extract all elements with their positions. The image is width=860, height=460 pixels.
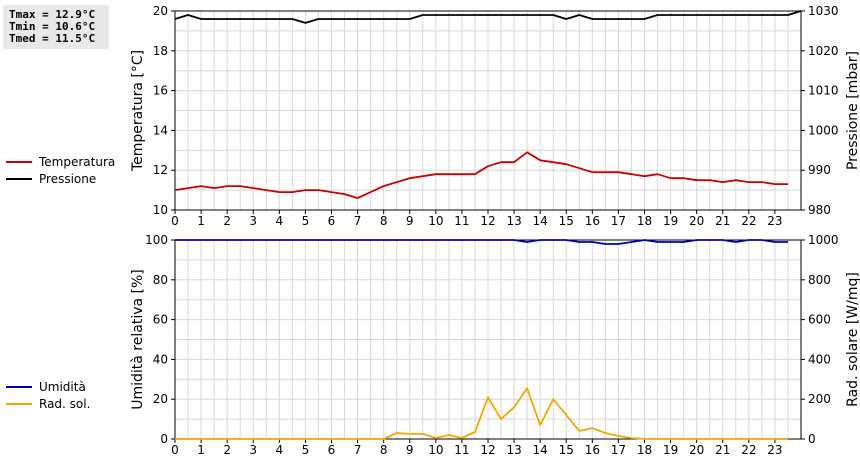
y-axis-label: Temperatura [°C]: [130, 50, 146, 172]
x-tick-label: 13: [506, 443, 521, 457]
x-tick-label: 20: [689, 443, 704, 457]
x-tick-label: 13: [506, 214, 521, 228]
x-tick-label: 10: [428, 214, 443, 228]
legend-label-umidita: Umidità: [39, 379, 86, 394]
x-tick-label: 16: [585, 443, 600, 457]
y-tick-label: 20: [153, 4, 168, 18]
y2-tick-label: 600: [808, 313, 831, 327]
x-tick-label: 18: [637, 214, 652, 228]
x-tick-label: 8: [380, 443, 388, 457]
x-tick-label: 9: [406, 443, 414, 457]
tmax-text: Tmax = 12.9°C: [9, 8, 96, 21]
y2-tick-label: 800: [808, 273, 831, 287]
x-tick-label: 12: [480, 214, 495, 228]
legend-item: Umidità: [6, 378, 90, 395]
x-tick-label: 12: [480, 443, 495, 457]
x-tick-label: 6: [328, 443, 336, 457]
x-tick-label: 17: [611, 443, 626, 457]
x-tick-label: 14: [533, 214, 548, 228]
x-tick-label: 0: [171, 443, 179, 457]
x-tick-label: 17: [611, 214, 626, 228]
x-tick-label: 20: [689, 214, 704, 228]
y2-axis-label: Rad. solare [W/mq]: [845, 272, 860, 407]
legend-item: Temperatura: [6, 153, 115, 170]
x-tick-label: 8: [380, 214, 388, 228]
y-tick-label: 14: [153, 123, 168, 137]
y2-tick-label: 400: [808, 352, 831, 366]
y2-tick-label: 1010: [808, 84, 839, 98]
x-tick-label: 3: [249, 443, 257, 457]
x-tick-label: 7: [354, 214, 362, 228]
y-tick-label: 12: [153, 163, 168, 177]
legend-swatch-pressione: [6, 177, 32, 180]
x-tick-label: 5: [302, 214, 310, 228]
x-tick-label: 1: [197, 443, 205, 457]
y-tick-label: 80: [153, 273, 168, 287]
y2-tick-label: 0: [808, 432, 816, 446]
legend-label-radsol: Rad. sol.: [39, 396, 91, 411]
y-tick-label: 0: [160, 432, 168, 446]
y2-tick-label: 1000: [808, 233, 839, 247]
legend-swatch-radsol: [6, 402, 32, 405]
x-tick-label: 5: [302, 443, 310, 457]
x-tick-label: 9: [406, 214, 414, 228]
x-tick-label: 15: [559, 214, 574, 228]
y-tick-label: 60: [153, 313, 168, 327]
legend-swatch-temperatura: [6, 160, 32, 163]
y2-axis-label: Pressione [mbar]: [845, 51, 860, 170]
y-tick-label: 40: [153, 352, 168, 366]
legend-label-temperatura: Temperatura: [39, 154, 116, 169]
y2-tick-label: 1000: [808, 123, 839, 137]
x-tick-label: 22: [741, 214, 756, 228]
x-tick-label: 10: [428, 443, 443, 457]
tmin-text: Tmin = 10.6°C: [9, 20, 96, 33]
y-tick-label: 20: [153, 392, 168, 406]
y-tick-label: 10: [153, 203, 168, 217]
x-tick-label: 11: [454, 443, 469, 457]
x-tick-label: 7: [354, 443, 362, 457]
y-tick-label: 18: [153, 44, 168, 58]
legend-swatch-umidita: [6, 385, 32, 388]
y-tick-label: 16: [153, 84, 168, 98]
x-tick-label: 11: [454, 214, 469, 228]
x-tick-label: 4: [276, 443, 284, 457]
x-tick-label: 23: [767, 214, 782, 228]
series-line-umidit: [175, 239, 788, 245]
x-tick-label: 0: [171, 214, 179, 228]
x-tick-label: 14: [533, 443, 548, 457]
y-axis-label: Umidità relativa [%]: [130, 269, 146, 410]
x-tick-label: 2: [223, 443, 231, 457]
y-tick-label: 100: [145, 233, 168, 247]
x-tick-label: 16: [585, 214, 600, 228]
y2-tick-label: 980: [808, 203, 831, 217]
series-line-pressione: [174, 10, 802, 24]
legend-bottom: Umidità Rad. sol.: [6, 378, 90, 412]
tmed-text: Tmed = 11.5°C: [9, 32, 96, 45]
x-tick-label: 19: [663, 214, 678, 228]
y2-tick-label: 990: [808, 163, 831, 177]
legend-label-pressione: Pressione: [39, 171, 97, 186]
x-tick-label: 1: [197, 214, 205, 228]
y2-tick-label: 200: [808, 392, 831, 406]
x-tick-label: 21: [715, 443, 730, 457]
x-tick-label: 22: [741, 443, 756, 457]
y2-tick-label: 1030: [808, 4, 839, 18]
legend-item: Rad. sol.: [6, 395, 90, 412]
x-tick-label: 15: [559, 443, 574, 457]
x-tick-label: 19: [663, 443, 678, 457]
x-tick-label: 18: [637, 443, 652, 457]
y2-tick-label: 1020: [808, 44, 839, 58]
x-tick-label: 21: [715, 214, 730, 228]
x-tick-label: 2: [223, 214, 231, 228]
stats-box: Tmax = 12.9°C Tmin = 10.6°C Tmed = 11.5°…: [3, 5, 109, 49]
x-tick-label: 23: [767, 443, 782, 457]
x-tick-label: 4: [276, 214, 284, 228]
x-tick-label: 3: [249, 214, 257, 228]
series-line-rad-sol: [175, 387, 788, 440]
x-tick-label: 6: [328, 214, 336, 228]
series-line-temperatura: [174, 151, 788, 200]
legend-item: Pressione: [6, 170, 115, 187]
legend-top: Temperatura Pressione: [6, 153, 115, 187]
